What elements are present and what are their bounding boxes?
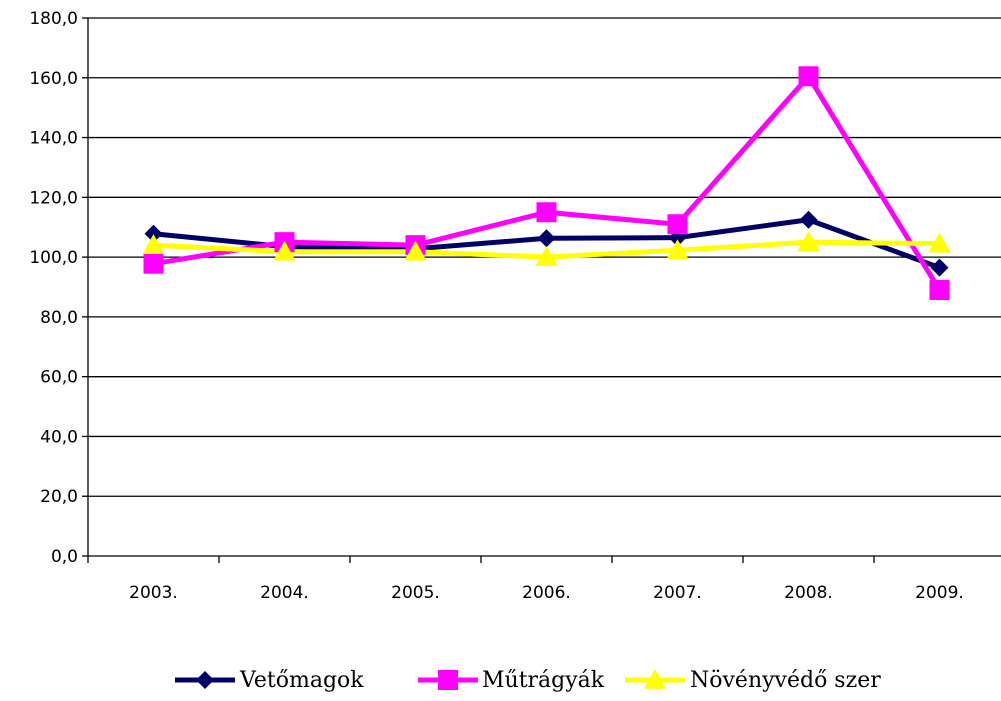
data-point-1	[667, 214, 688, 235]
x-tick-label: 2009.	[915, 583, 964, 603]
y-tick-label: 80,0	[40, 308, 78, 328]
legend-label: Vetőmagok	[239, 668, 364, 693]
legend-marker	[196, 671, 214, 689]
y-tick-label: 160,0	[29, 69, 78, 89]
x-tick-label: 2007.	[653, 583, 702, 603]
data-point-2	[142, 234, 165, 254]
y-tick-label: 60,0	[40, 368, 78, 388]
data-point-1	[143, 253, 164, 274]
legend-marker	[438, 670, 458, 690]
y-tick-label: 120,0	[29, 188, 78, 208]
y-tick-label: 40,0	[40, 427, 78, 447]
y-tick-labels: 0,0 20,0 40,0 60,0 80,0 100,0 120,0 140,0 160,0 1…	[29, 9, 78, 567]
data-point-2	[535, 246, 558, 266]
x-tick-labels: 2003. 2004. 2005. 2006. 2007. 2008. 2009.	[129, 583, 964, 603]
legend-label: Növényvédő szer	[690, 668, 881, 693]
data-point-2	[928, 232, 951, 253]
data-point-0	[537, 229, 556, 248]
x-tick-label: 2005.	[391, 583, 440, 603]
x-tick-label: 2004.	[260, 583, 309, 603]
x-tick-label: 2006.	[522, 583, 571, 603]
axes	[82, 17, 1001, 563]
legend-label: Műtrágyák	[482, 668, 605, 693]
y-tick-label: 0,0	[51, 547, 78, 567]
data-point-0	[930, 258, 949, 277]
data-point-0	[144, 224, 163, 243]
y-tick-label: 180,0	[29, 9, 78, 29]
series-markers	[142, 66, 951, 300]
x-tick-label: 2008.	[784, 583, 833, 603]
data-point-2	[404, 240, 427, 261]
data-point-1	[798, 66, 819, 87]
x-tick-label: 2003.	[129, 583, 178, 603]
y-tick-label: 20,0	[40, 487, 78, 507]
data-point-2	[666, 239, 689, 260]
y-tick-label: 100,0	[29, 248, 78, 268]
data-point-2	[273, 240, 296, 261]
data-point-0	[799, 210, 818, 229]
legend-marker	[644, 669, 666, 689]
data-point-1	[929, 279, 950, 300]
y-tick-label: 140,0	[29, 129, 78, 149]
legend: Vetőmagok Műtrágyák Növényvédő szer	[175, 668, 881, 693]
data-point-1	[536, 202, 557, 223]
data-point-2	[797, 231, 820, 251]
